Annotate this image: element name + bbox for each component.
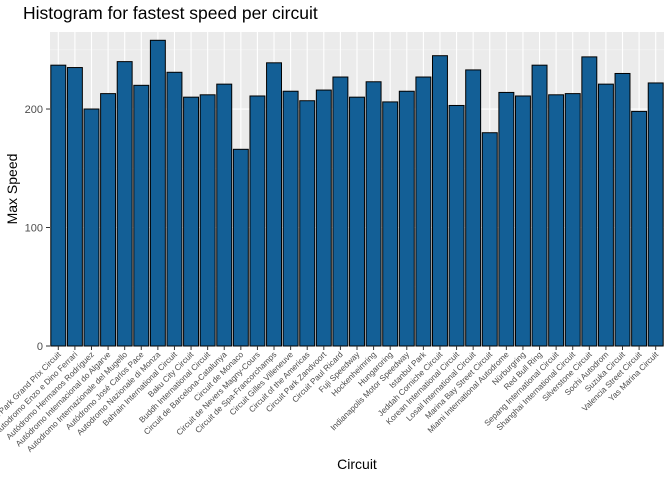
bar [597,83,614,347]
bar [631,110,648,347]
bar [514,95,531,347]
y-tick-label: 100 [25,223,43,235]
bar [382,101,399,347]
bar [332,76,349,347]
bar [149,39,166,347]
bar [266,62,282,347]
bar [415,76,432,347]
bar [66,67,83,347]
bar [581,56,598,347]
bar [249,95,266,347]
bar [315,89,332,347]
bar [83,108,100,347]
bars [50,39,664,347]
y-axis-title: Max Speed [4,154,20,225]
chart-title: Histogram for fastest speed per circuit [23,3,318,23]
bar [100,93,117,347]
bar [216,83,233,347]
bar [299,100,316,347]
bar [448,104,465,347]
y-axis: 0 100 200 [25,104,50,353]
bar [50,64,67,347]
y-tick-label: 0 [37,341,43,353]
bar [548,94,565,347]
bar [564,93,581,347]
bar [531,64,548,347]
bar [614,72,631,347]
bar [398,90,415,347]
bar [116,61,133,347]
bar [481,132,498,347]
x-axis: Albert Park Grand Prix CircuitAutodromo … [0,346,661,454]
bar [232,148,249,347]
bar [349,96,365,347]
y-tick-label: 200 [25,104,43,116]
bar [183,96,200,347]
bar [282,90,299,347]
bar [166,71,183,347]
bar [465,69,482,347]
bar [365,81,382,347]
bar [199,94,216,347]
bar [432,55,448,347]
x-axis-title: Circuit [337,456,377,472]
bar [647,82,664,347]
bar [133,84,150,347]
bar [498,91,515,347]
